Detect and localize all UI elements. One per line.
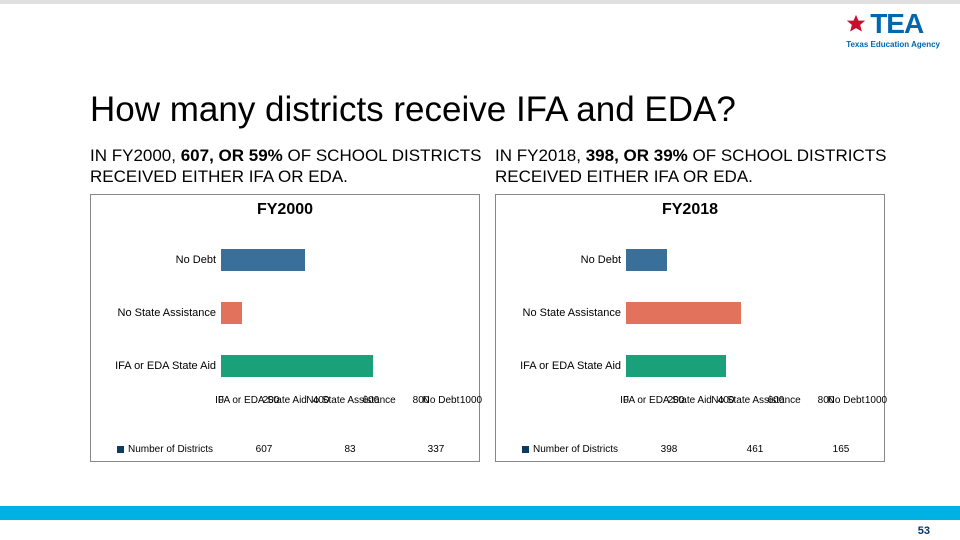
summary-highlight: 607, OR 59% [181, 146, 283, 165]
legend-row-right: Number of Districts 398 461 165 [496, 444, 884, 455]
tick: 1000 [865, 395, 887, 406]
left-summary: IN FY2000, 607, OR 59% OF SCHOOL DISTRIC… [90, 145, 485, 188]
left-column: IN FY2000, 607, OR 59% OF SCHOOL DISTRIC… [90, 145, 485, 462]
axis-overlay: No State Assistance [711, 395, 801, 406]
bar-row: IFA or EDA State Aid [221, 346, 471, 386]
legend-label: Number of Districts [496, 444, 626, 455]
summary-prefix: IN FY2018, [495, 146, 586, 165]
cat-label: IFA or EDA State Aid [91, 360, 216, 372]
axis-overlay: No Debt [423, 395, 460, 406]
logo: TEA Texas Education Agency [846, 8, 940, 49]
axis-overlay: IFA or EDA State Aid [215, 395, 307, 406]
tick: 1000 [460, 395, 482, 406]
cat-label: No State Assistance [91, 307, 216, 319]
summary-prefix: IN FY2000, [90, 146, 181, 165]
logo-subtitle: Texas Education Agency [846, 40, 940, 49]
summary-highlight: 398, OR 39% [586, 146, 688, 165]
legend-val: 165 [798, 444, 884, 455]
footer-band [0, 506, 960, 520]
header-band [0, 0, 960, 4]
axis-overlay: No Debt [828, 395, 865, 406]
legend-val: 398 [626, 444, 712, 455]
chart-title-right: FY2018 [496, 201, 884, 219]
legend-label: Number of Districts [91, 444, 221, 455]
right-summary: IN FY2018, 398, OR 39% OF SCHOOL DISTRIC… [495, 145, 890, 188]
plot-right: No Debt No State Assistance IFA or EDA S… [626, 235, 876, 395]
logo-text: TEA [870, 8, 923, 40]
star-icon [846, 14, 866, 34]
bar-no-state [626, 302, 741, 324]
bar-no-state [221, 302, 242, 324]
axis-overlay: IFA or EDA State Aid [620, 395, 712, 406]
cat-label: No Debt [91, 254, 216, 266]
bar-ifa-eda [221, 355, 373, 377]
chart-left: FY2000 No Debt No State Assistance IFA o… [90, 194, 480, 462]
legend-row-left: Number of Districts 607 83 337 [91, 444, 479, 455]
axis-overlay: No State Assistance [306, 395, 396, 406]
bar-no-debt [626, 249, 667, 271]
page-number: 53 [918, 525, 930, 537]
legend-val: 337 [393, 444, 479, 455]
bar-no-debt [221, 249, 305, 271]
bar-row: No State Assistance [221, 293, 471, 333]
legend-val: 461 [712, 444, 798, 455]
legend-val: 607 [221, 444, 307, 455]
page-title: How many districts receive IFA and EDA? [90, 90, 736, 130]
chart-right: FY2018 No Debt No State Assistance IFA o… [495, 194, 885, 462]
legend-square-icon [522, 446, 529, 453]
cat-label: IFA or EDA State Aid [496, 360, 621, 372]
bar-row: No State Assistance [626, 293, 876, 333]
chart-title-left: FY2000 [91, 201, 479, 219]
x-axis-left: 0 200 400 600 800 1000 IFA or EDA State … [221, 395, 471, 435]
plot-left: No Debt No State Assistance IFA or EDA S… [221, 235, 471, 395]
legend-square-icon [117, 446, 124, 453]
bar-row: IFA or EDA State Aid [626, 346, 876, 386]
cat-label: No Debt [496, 254, 621, 266]
bar-row: No Debt [626, 240, 876, 280]
right-column: IN FY2018, 398, OR 39% OF SCHOOL DISTRIC… [495, 145, 890, 462]
legend-val: 83 [307, 444, 393, 455]
bar-row: No Debt [221, 240, 471, 280]
x-axis-right: 0 200 400 600 800 1000 IFA or EDA State … [626, 395, 876, 435]
bar-ifa-eda [626, 355, 726, 377]
cat-label: No State Assistance [496, 307, 621, 319]
